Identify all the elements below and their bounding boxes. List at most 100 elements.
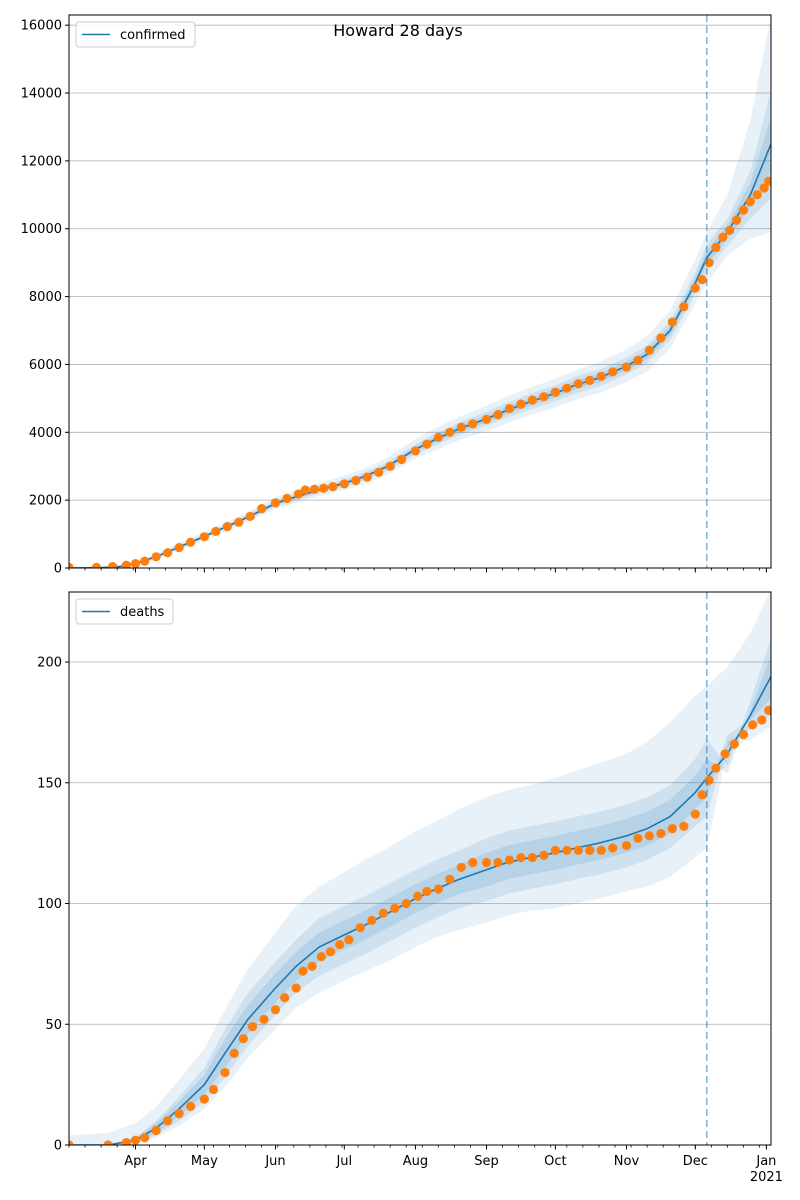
observed-point <box>481 857 492 868</box>
observed-point <box>738 729 749 740</box>
observed-point <box>725 225 735 236</box>
observed-point <box>757 715 767 725</box>
observed-point <box>351 475 361 486</box>
observed-point <box>367 915 377 926</box>
observed-point <box>374 467 384 477</box>
observed-point <box>270 1005 281 1015</box>
legend-box <box>75 21 196 48</box>
observed-point <box>211 526 221 536</box>
deaths-panel: 0 50 100 150 200 Apr May Jun Jul Aug Sep Oct Nov Dec J… <box>37 591 783 1185</box>
x-tick-label: Oct <box>544 1154 566 1169</box>
credible-band-outer <box>69 15 771 568</box>
observed-point <box>690 809 700 819</box>
observed-point <box>291 983 301 993</box>
observed-point <box>163 548 173 558</box>
observed-point <box>385 461 395 471</box>
observed-point <box>257 504 267 514</box>
observed-point <box>468 857 478 868</box>
observed-point <box>298 966 308 976</box>
observed-point <box>621 362 632 372</box>
legend-label: confirmed <box>120 28 186 43</box>
observed-point <box>667 317 677 327</box>
observed-point <box>445 874 455 884</box>
observed-point <box>456 422 466 432</box>
observed-point <box>229 1048 239 1058</box>
legend: deaths <box>75 598 174 625</box>
observed-point <box>422 439 432 449</box>
observed-point <box>711 763 721 773</box>
observed-point <box>163 1116 173 1126</box>
observed-point <box>667 824 677 834</box>
x-tick-label: Dec <box>683 1154 708 1169</box>
observed-point <box>656 828 666 839</box>
observed-point <box>585 845 595 855</box>
observed-point <box>307 961 317 971</box>
legend-label: deaths <box>120 605 165 620</box>
observed-point <box>550 845 560 855</box>
observed-point <box>608 367 618 377</box>
y-tick-label: 0 <box>54 1139 62 1154</box>
observed-point <box>690 283 700 293</box>
observed-point <box>247 1022 258 1032</box>
y-tick-label: 16000 <box>21 19 62 34</box>
observed-point <box>748 720 758 730</box>
observed-point <box>335 939 345 950</box>
observed-point <box>697 275 707 285</box>
y-tick-label: 50 <box>45 1018 62 1033</box>
y-tick-label: 2000 <box>29 494 62 509</box>
observed-point <box>397 454 407 465</box>
observed-point <box>679 821 689 831</box>
observed-point <box>355 923 365 933</box>
observed-point <box>270 498 281 508</box>
observed-point <box>764 705 771 715</box>
observed-point <box>633 833 643 843</box>
observed-point <box>573 379 583 389</box>
observed-point <box>718 232 728 242</box>
observed-point <box>481 414 492 425</box>
observed-point <box>433 884 443 894</box>
credible-band-middle <box>69 637 771 1145</box>
observed-point <box>456 862 466 872</box>
observed-point <box>410 446 421 456</box>
observed-point <box>445 427 455 437</box>
credible-band-outer <box>69 592 771 1145</box>
observed-point <box>704 258 714 268</box>
observed-point <box>208 1084 219 1095</box>
observed-point <box>504 855 515 865</box>
observed-point <box>103 1140 113 1145</box>
observed-point <box>550 387 560 397</box>
x-tick-label: Apr <box>124 1154 147 1169</box>
observed-point <box>697 790 707 800</box>
observed-point <box>344 935 354 945</box>
observed-point <box>562 845 572 855</box>
observed-point <box>325 947 336 957</box>
y-tick-label: 8000 <box>29 290 62 305</box>
observed-point <box>679 302 689 312</box>
observed-point <box>433 432 443 442</box>
observed-point <box>362 472 372 482</box>
observed-point <box>422 886 432 897</box>
observed-point <box>729 739 739 749</box>
observed-point <box>69 562 74 568</box>
plot-area <box>69 592 771 1145</box>
observed-point <box>185 537 196 547</box>
observed-point <box>245 511 255 522</box>
observed-point <box>539 850 549 860</box>
observed-point <box>720 749 730 759</box>
x-tick-label: Jun <box>264 1154 285 1169</box>
credible-band-middle <box>69 89 771 568</box>
observed-point <box>259 1014 269 1025</box>
observed-point <box>91 562 102 568</box>
observed-point <box>339 479 349 489</box>
plot-area <box>69 15 771 568</box>
observed-point <box>401 898 411 909</box>
observed-point <box>121 560 131 568</box>
observed-point <box>711 242 721 252</box>
y-tick-label: 4000 <box>29 426 62 441</box>
observed-point <box>174 543 184 553</box>
observed-point <box>527 395 538 405</box>
observed-point <box>121 1137 131 1145</box>
observed-point <box>738 205 749 215</box>
observed-point <box>328 481 338 492</box>
y-tick-label: 150 <box>37 776 62 791</box>
